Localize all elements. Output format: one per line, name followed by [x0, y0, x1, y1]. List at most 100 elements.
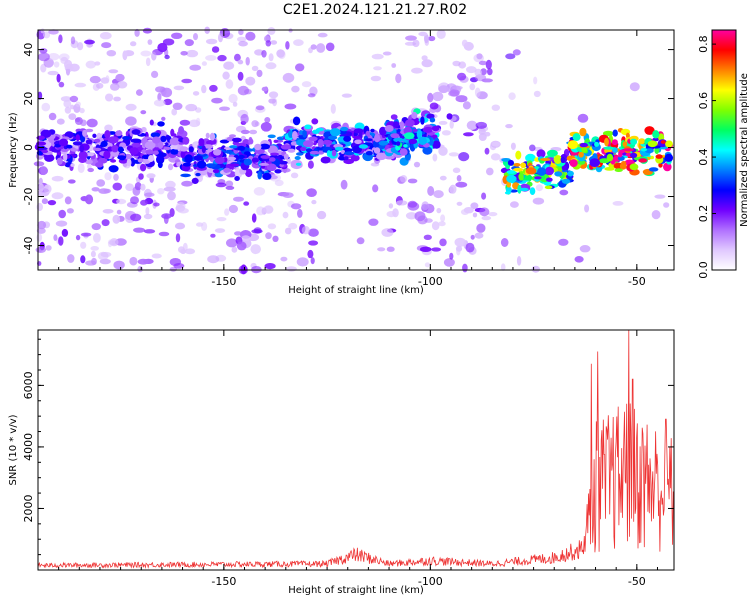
spectrogram-speckle [63, 99, 72, 108]
spectrogram-speckle [428, 35, 436, 42]
spectrogram-signal-cell [545, 177, 553, 182]
spectrogram-speckle [147, 39, 153, 45]
spectrogram-signal-cell [579, 142, 588, 148]
spectrogram-signal-cell [352, 135, 361, 140]
spectrogram-speckle [80, 255, 86, 264]
spectrogram-speckle [472, 212, 478, 218]
spectrogram-signal-cell [188, 146, 194, 153]
spectrogram-speckle [481, 192, 487, 200]
spectrogram-signal-cell [520, 162, 527, 169]
spectrogram-speckle [89, 75, 101, 84]
spectrogram-signal-cell [238, 154, 245, 160]
spectrogram-speckle [254, 49, 264, 56]
spectrogram-speckle [74, 117, 83, 125]
spectrogram-speckle [400, 175, 408, 183]
spectrogram-speckle [61, 228, 69, 237]
spectrogram-signal-cell [126, 158, 132, 167]
spectrogram-signal-cell [280, 144, 291, 150]
spectrogram-signal-cell [422, 146, 433, 155]
spectrogram-signal-cell [569, 159, 578, 168]
spectrogram-signal-cell [312, 129, 320, 134]
spectrogram-signal-cell [572, 133, 581, 142]
spectrogram-speckle [484, 131, 491, 137]
spectrogram-speckle [186, 49, 199, 58]
spectrogram-signal-cell [141, 149, 147, 154]
spectrogram-signal-cell [630, 138, 638, 145]
spectrogram-speckle [251, 65, 259, 72]
spectrogram-signal-cell [322, 139, 333, 145]
snr-x-axis-label: Height of straight line (km) [288, 585, 424, 596]
spectrogram-speckle [129, 256, 138, 266]
spectrogram-speckle [479, 207, 490, 217]
spectrogram-speckle [58, 34, 63, 44]
spectrogram-signal-cell [343, 151, 355, 156]
spectrogram-signal-cell [649, 155, 654, 160]
spectrogram-speckle [418, 31, 428, 37]
spectrogram-signal-cell [396, 141, 401, 146]
spectrogram-speckle [125, 183, 134, 191]
spectrogram-speckle [421, 55, 428, 61]
spectrogram-speckle [307, 249, 314, 259]
spectrogram-speckle [510, 142, 516, 150]
spectrogram-speckle [226, 238, 238, 248]
spectrogram-speckle [478, 128, 486, 135]
spectrogram-speckle [316, 43, 326, 53]
spectrogram-speckle [116, 209, 122, 215]
spectrogram-speckle [171, 108, 178, 116]
spectrogram-speckle [491, 104, 500, 111]
spectrogram-signal-cell [322, 146, 333, 152]
spectrogram-signal-cell [148, 155, 154, 162]
spectrogram-speckle [224, 208, 230, 216]
spectrogram-speckle [209, 84, 218, 92]
spectrogram-signal-cell [365, 138, 373, 142]
spectrogram-x-tick-label: -100 [418, 275, 443, 288]
spectrogram-speckle [388, 203, 394, 209]
spectrogram-signal-cell [95, 162, 104, 168]
spectrogram-speckle [87, 163, 92, 170]
spectrogram-y-tick-label: 0 [22, 144, 35, 151]
spectrogram-speckle [310, 257, 315, 265]
spectrogram-signal-cell [561, 165, 567, 171]
spectrogram-y-tick-label: 40 [22, 43, 35, 57]
spectrogram-signal-cell [219, 139, 230, 144]
spectrogram-speckle [469, 83, 476, 91]
spectrogram-speckle [441, 130, 451, 136]
spectrogram-speckle [654, 194, 666, 199]
spectrogram-speckle [157, 92, 162, 102]
spectrogram-speckle [454, 237, 466, 247]
spectrogram-speckle [38, 177, 43, 185]
spectrogram-speckle [267, 223, 277, 230]
spectrogram-speckle [90, 246, 99, 251]
spectrogram-speckle [663, 202, 670, 208]
spectrogram-signal-cell [170, 148, 179, 155]
snr-ticks: -150 -100 -50 2000 4000 6000 [22, 330, 674, 588]
spectrogram-signal-cell [232, 137, 242, 143]
spectrogram-speckle [130, 41, 137, 47]
spectrogram-speckle [458, 152, 470, 162]
spectrogram-speckle [256, 206, 265, 216]
spectrogram-signal-cell [145, 149, 155, 155]
spectrogram-speckle [251, 213, 257, 223]
spectrogram-signal-cell [403, 144, 408, 148]
spectrogram-speckle [475, 121, 487, 129]
spectrogram-speckle [341, 93, 352, 98]
spectrogram-speckle [306, 188, 317, 198]
spectrogram-signal-cell [330, 128, 341, 137]
spectrogram-speckle [432, 91, 444, 102]
spectrogram-signal-cell [567, 170, 574, 177]
spectrogram-signal-cell [405, 119, 415, 127]
spectrogram-signal-cell [384, 155, 395, 160]
spectrogram-y-tick-label: -40 [22, 237, 35, 255]
spectrogram-speckle [201, 61, 207, 66]
spectrogram-speckle [223, 61, 235, 70]
spectrogram-speckle [231, 246, 238, 253]
spectrogram-speckle [260, 122, 272, 132]
spectrogram-speckle [237, 85, 249, 96]
spectrogram-speckle [180, 51, 188, 56]
spectrogram-speckle [140, 50, 152, 57]
spectrogram-speckle [470, 234, 475, 240]
spectrogram-signal-cell [201, 145, 206, 154]
spectrogram-speckle [43, 31, 51, 39]
spectrogram-signal-cell [110, 159, 117, 163]
